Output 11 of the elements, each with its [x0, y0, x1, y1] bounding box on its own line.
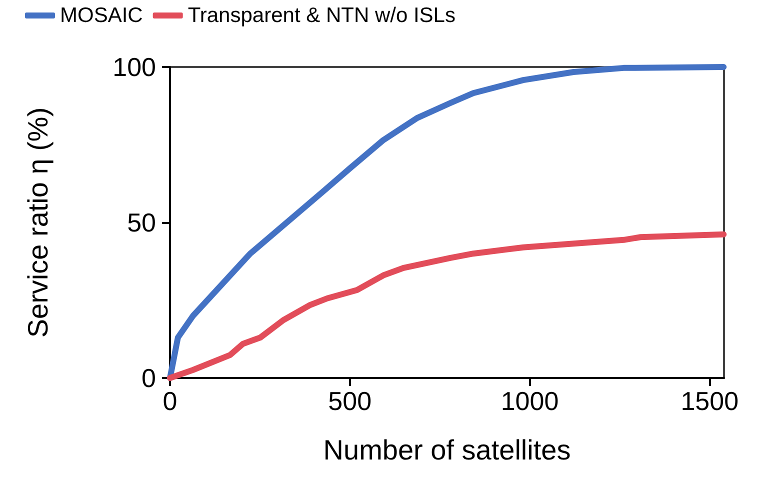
x-axis-title: Number of satellites — [323, 434, 571, 466]
legend-label: MOSAIC — [60, 4, 143, 27]
legend-label: Transparent & NTN w/o ISLs — [188, 4, 456, 27]
y-tick-label: 50 — [127, 208, 156, 238]
y-axis-title: Service ratio η (%) — [22, 107, 54, 338]
x-tick-label: 1500 — [680, 386, 739, 416]
y-tick-label: 100 — [112, 52, 156, 82]
x-tick-label: 0 — [162, 386, 178, 416]
x-tick-label: 1000 — [500, 386, 559, 416]
x-tick-label: 500 — [328, 386, 372, 416]
y-tick-label: 0 — [142, 363, 156, 393]
